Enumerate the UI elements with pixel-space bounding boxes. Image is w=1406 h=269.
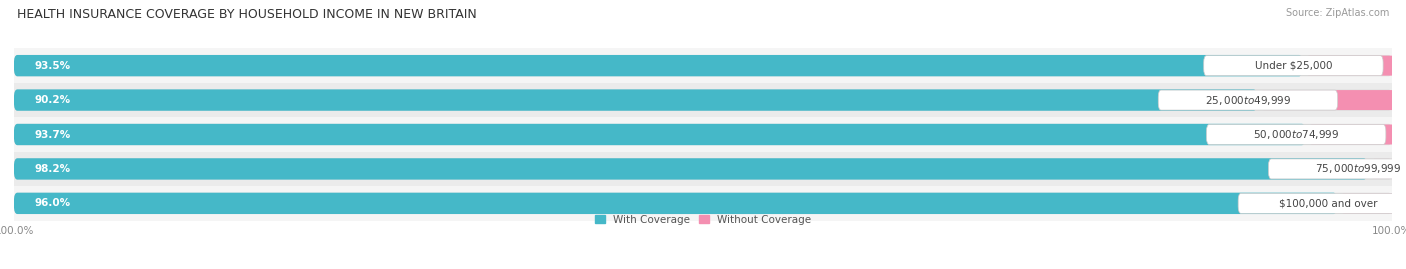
FancyBboxPatch shape <box>14 124 1392 145</box>
FancyBboxPatch shape <box>1341 193 1398 213</box>
Text: $25,000 to $49,999: $25,000 to $49,999 <box>1205 94 1291 107</box>
Text: 98.2%: 98.2% <box>35 164 70 174</box>
Legend: With Coverage, Without Coverage: With Coverage, Without Coverage <box>591 211 815 229</box>
FancyBboxPatch shape <box>1306 56 1396 76</box>
Bar <box>14 186 1392 221</box>
Text: $75,000 to $99,999: $75,000 to $99,999 <box>1315 162 1402 175</box>
Text: 90.2%: 90.2% <box>35 95 70 105</box>
Text: HEALTH INSURANCE COVERAGE BY HOUSEHOLD INCOME IN NEW BRITAIN: HEALTH INSURANCE COVERAGE BY HOUSEHOLD I… <box>17 8 477 21</box>
Text: Under $25,000: Under $25,000 <box>1254 61 1331 71</box>
Text: Source: ZipAtlas.com: Source: ZipAtlas.com <box>1285 8 1389 18</box>
Bar <box>14 83 1392 117</box>
Text: $50,000 to $74,999: $50,000 to $74,999 <box>1253 128 1340 141</box>
FancyBboxPatch shape <box>14 89 1257 111</box>
FancyBboxPatch shape <box>14 55 1302 76</box>
Text: 93.5%: 93.5% <box>35 61 70 71</box>
FancyBboxPatch shape <box>14 124 1305 145</box>
FancyBboxPatch shape <box>1268 159 1406 179</box>
FancyBboxPatch shape <box>14 158 1367 180</box>
Bar <box>14 152 1392 186</box>
FancyBboxPatch shape <box>14 55 1392 76</box>
Bar <box>14 117 1392 152</box>
Text: 96.0%: 96.0% <box>35 198 70 208</box>
FancyBboxPatch shape <box>1204 56 1384 76</box>
FancyBboxPatch shape <box>1239 193 1406 213</box>
FancyBboxPatch shape <box>1371 159 1396 179</box>
FancyBboxPatch shape <box>14 89 1392 111</box>
FancyBboxPatch shape <box>14 158 1392 180</box>
FancyBboxPatch shape <box>1206 125 1386 144</box>
FancyBboxPatch shape <box>14 193 1392 214</box>
Text: $100,000 and over: $100,000 and over <box>1278 198 1376 208</box>
FancyBboxPatch shape <box>1159 90 1337 110</box>
Bar <box>14 48 1392 83</box>
FancyBboxPatch shape <box>1261 90 1396 110</box>
FancyBboxPatch shape <box>1309 125 1396 144</box>
Text: 93.7%: 93.7% <box>35 129 70 140</box>
FancyBboxPatch shape <box>14 193 1337 214</box>
